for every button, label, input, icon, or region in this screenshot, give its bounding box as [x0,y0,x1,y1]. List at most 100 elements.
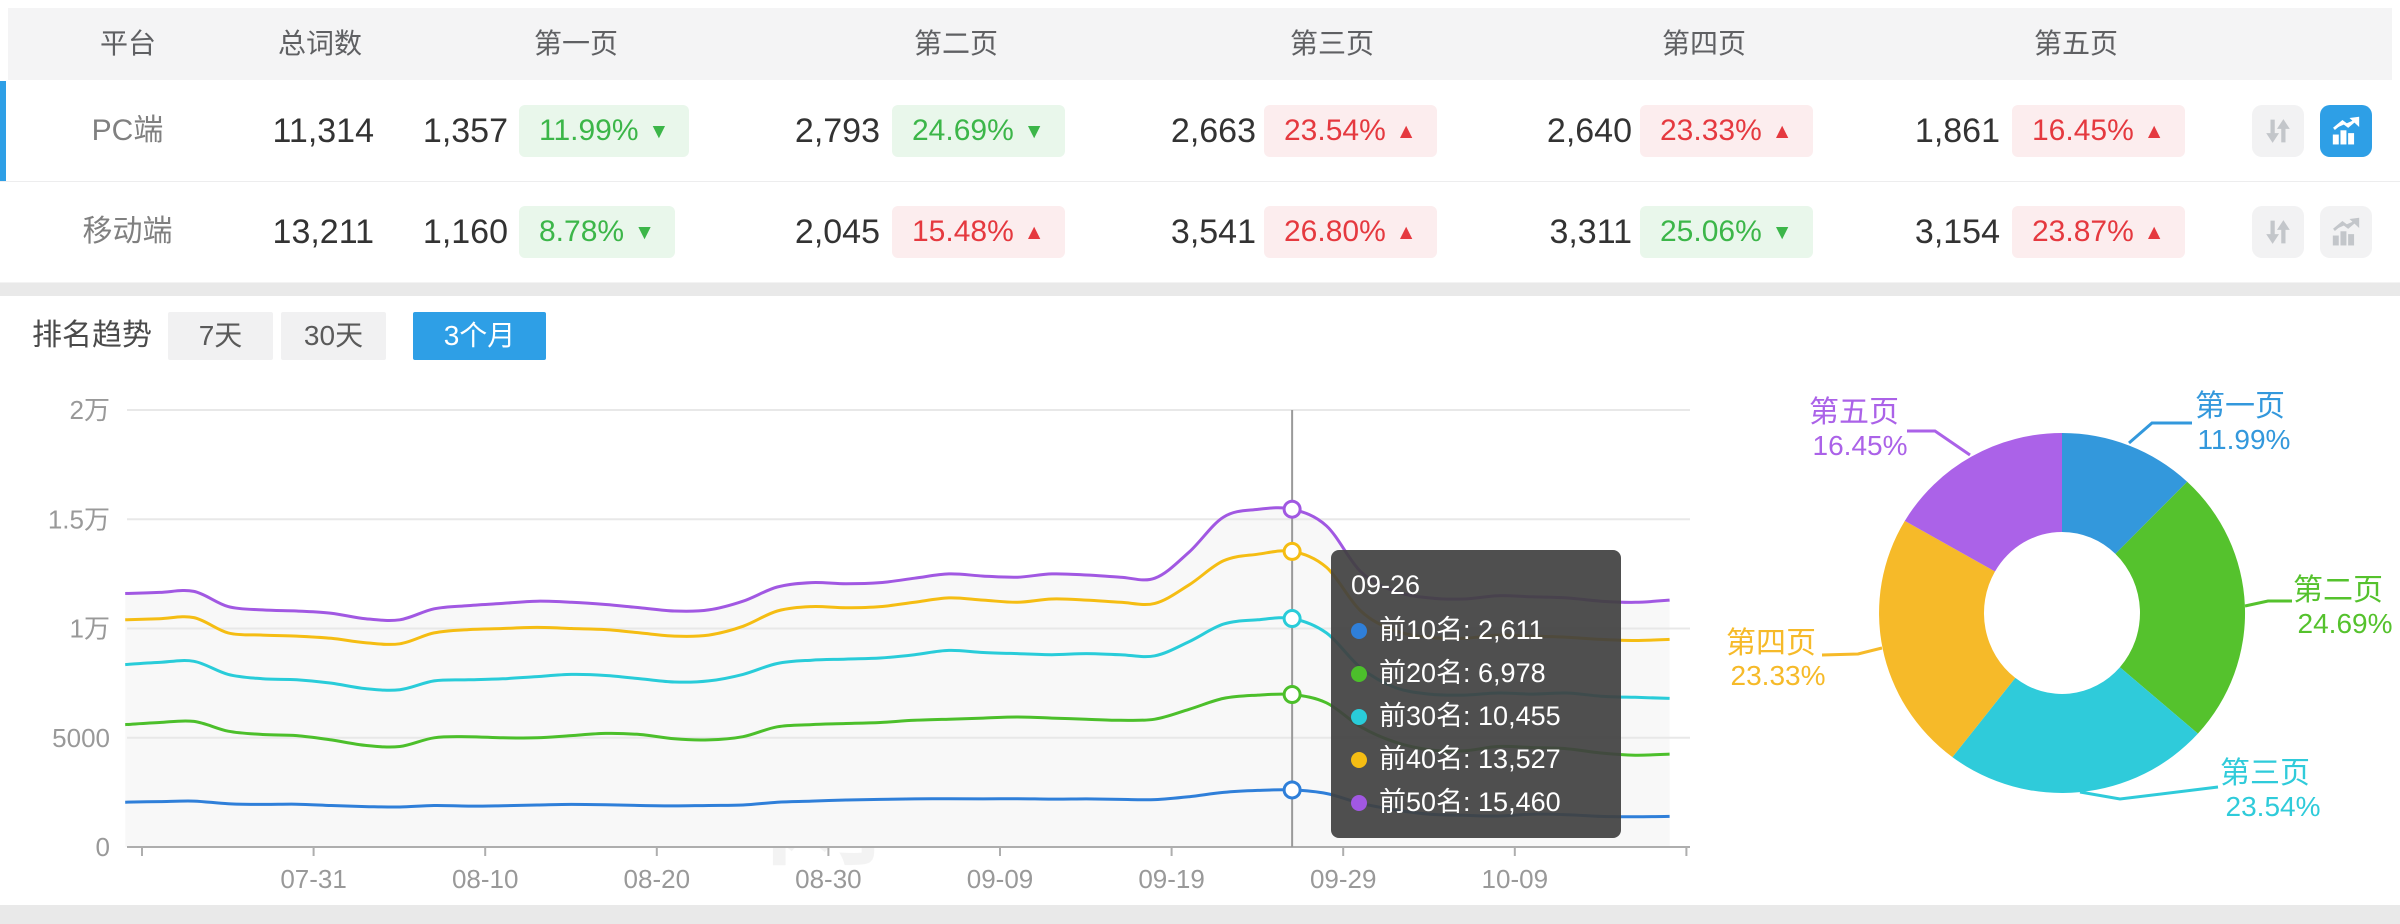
page3-count: 2,663 [1170,112,1256,150]
svg-text:16.45%: 16.45% [1813,430,1908,461]
col-header-page4: 第四页 [1661,28,1747,59]
col-header-page3: 第三页 [1289,28,1375,59]
page5-percent-badge: 16.45% ▲ [2012,105,2185,157]
tooltip-series-value: 前20名: 6,978 [1379,658,1546,688]
percent-value: 24.69% [912,114,1014,147]
sort-compare-button[interactable] [2252,206,2304,258]
series-color-dot [1351,751,1367,768]
page4-percent-badge: 23.33% ▲ [1640,105,1813,157]
svg-text:08-30: 08-30 [795,864,862,894]
svg-text:2万: 2万 [70,395,110,425]
up-triangle-icon: ▲ [2143,120,2165,143]
series-color-dot [1351,708,1367,725]
tooltip-date: 09-26 [1351,570,1421,600]
up-triangle-icon: ▲ [1395,120,1417,143]
tooltip-series-value: 前50名: 15,460 [1379,787,1561,817]
svg-text:0: 0 [96,832,110,862]
total-words-value: 13,211 [272,213,374,251]
table-row-mobile[interactable]: 移动端 13,211 1,160 8.78% ▼ 2,045 15.48% ▲ 3,541 26.… [0,182,2400,283]
table-row-pc[interactable]: PC端 11,314 1,357 11.99% ▼ 2,793 24.69% ▼ 2,663 23… [0,81,2400,182]
svg-text:1.5万: 1.5万 [48,504,110,534]
page1-count: 1,160 [422,213,508,251]
svg-text:1万: 1万 [70,614,110,644]
col-header-page5: 第五页 [2033,28,2119,59]
svg-text:09-29: 09-29 [1310,864,1377,894]
tab-3-months[interactable]: 3个月 [413,312,546,360]
tooltip-item: 前20名: 6,978 [1351,652,1601,695]
svg-text:11.99%: 11.99% [2198,424,2291,455]
tooltip-item: 前40名: 13,527 [1351,738,1601,781]
tab-7-days[interactable]: 7天 [168,312,273,360]
percent-value: 11.99% [539,114,639,147]
total-words-value: 11,314 [272,112,374,150]
series-color-dot [1351,794,1367,811]
page1-percent-badge: 11.99% ▼ [519,105,690,157]
page5-count: 1,861 [1914,112,2000,150]
col-header-page2: 第二页 [913,28,999,59]
selected-row-indicator [0,81,6,181]
page3-count: 3,541 [1170,213,1256,251]
trend-title: 排名趋势 [32,319,152,352]
svg-text:第三页: 第三页 [2220,757,2310,790]
col-header-platform: 平台 [99,28,157,59]
svg-text:07-31: 07-31 [280,864,347,894]
page3-percent-badge: 26.80% ▲ [1264,206,1437,258]
tooltip-series-value: 前40名: 13,527 [1379,744,1561,774]
svg-text:08-10: 08-10 [452,864,519,894]
svg-text:09-09: 09-09 [967,864,1034,894]
percent-value: 26.80% [1284,215,1386,248]
tooltip-item: 前30名: 10,455 [1351,695,1601,738]
svg-text:09-19: 09-19 [1138,864,1205,894]
tooltip-series-value: 前10名: 2,611 [1379,615,1544,645]
page4-percent-badge: 25.06% ▼ [1640,206,1813,258]
tooltip-item: 前10名: 2,611 [1351,609,1601,652]
page1-count: 1,357 [422,112,508,150]
series-color-dot [1351,665,1367,682]
col-header-page1: 第一页 [533,28,619,59]
percent-value: 15.48% [912,215,1014,248]
tab-30-days[interactable]: 30天 [281,312,386,360]
show-trend-chart-button[interactable] [2320,105,2372,157]
svg-text:24.69%: 24.69% [2298,608,2393,639]
chart-tooltip: 09-26 前10名: 2,611 前20名: 6,978 前30名: 10,455… [1331,550,1621,838]
series-color-dot [1351,622,1367,639]
down-triangle-icon: ▼ [648,120,670,143]
percent-value: 23.54% [1284,114,1386,147]
tooltip-series-value: 前30名: 10,455 [1379,701,1561,731]
rank-summary-table: 平台 总词数 第一页 第二页 第三页 第四页 第五页 PC端 11,314 1,35… [0,0,2400,283]
svg-text:23.33%: 23.33% [1731,660,1826,691]
svg-text:第一页: 第一页 [2195,390,2285,423]
percent-value: 16.45% [2032,114,2134,147]
page1-percent-badge: 8.78% ▼ [519,206,675,258]
percent-value: 8.78% [539,215,625,248]
page2-count: 2,045 [794,213,880,251]
percent-value: 25.06% [1660,215,1762,248]
down-triangle-icon: ▼ [1023,120,1045,143]
page2-count: 2,793 [794,112,880,150]
table-header-row: 平台 总词数 第一页 第二页 第三页 第四页 第五页 [8,8,2392,80]
svg-text:10-09: 10-09 [1482,864,1549,894]
page2-percent-badge: 15.48% ▲ [892,206,1065,258]
up-triangle-icon: ▲ [1771,120,1793,143]
svg-text:5000: 5000 [52,723,110,753]
svg-text:23.54%: 23.54% [2226,791,2321,822]
page5-percent-badge: 23.87% ▲ [2012,206,2185,258]
sort-compare-button[interactable] [2252,105,2304,157]
page4-count: 2,640 [1546,112,1632,150]
page4-count: 3,311 [1549,213,1632,251]
down-triangle-icon: ▼ [634,221,655,244]
svg-text:第五页: 第五页 [1809,396,1899,429]
up-triangle-icon: ▲ [1395,221,1417,244]
svg-text:第四页: 第四页 [1726,627,1816,660]
page5-count: 3,154 [1914,213,2000,251]
page2-percent-badge: 24.69% ▼ [892,105,1065,157]
percent-value: 23.33% [1660,114,1762,147]
svg-text:08-20: 08-20 [624,864,691,894]
svg-text:第二页: 第二页 [2293,574,2383,607]
page3-percent-badge: 23.54% ▲ [1264,105,1437,157]
tooltip-item: 前50名: 15,460 [1351,781,1601,824]
percent-value: 23.87% [2032,215,2134,248]
show-trend-chart-button[interactable] [2320,206,2372,258]
